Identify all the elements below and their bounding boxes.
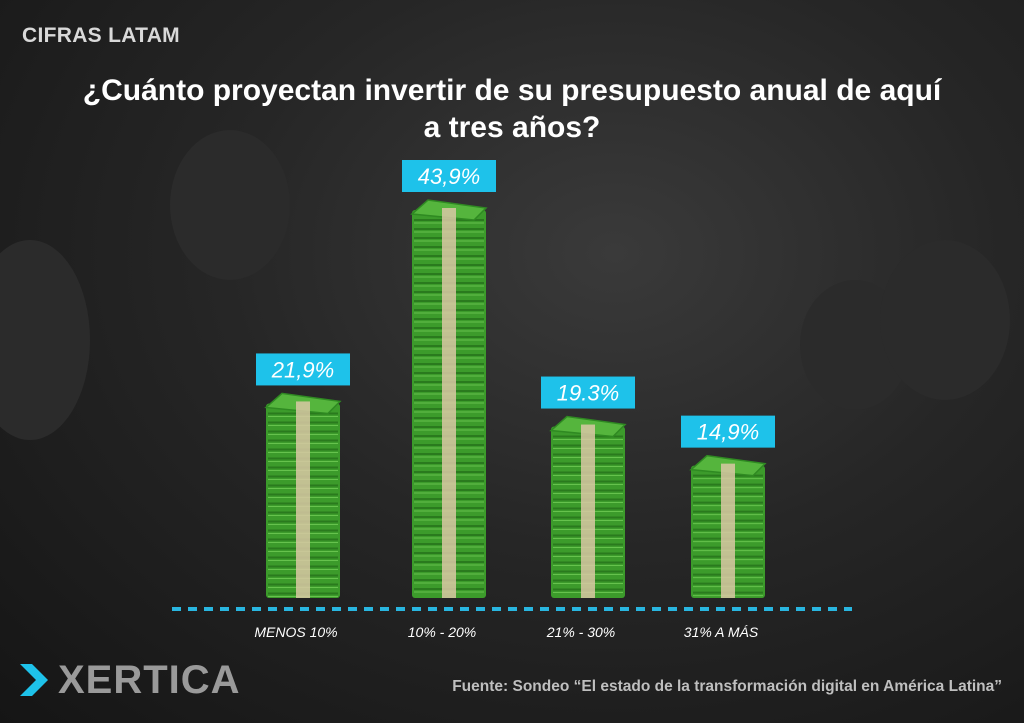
- category-label: 10% - 20%: [408, 624, 476, 640]
- value-label: 19.3%: [557, 381, 619, 406]
- category-label: 31% A MÁS: [684, 624, 759, 640]
- source-note: Fuente: Sondeo “El estado de la transfor…: [452, 678, 1002, 695]
- bar-money-stack: [689, 454, 767, 598]
- value-label-box: [256, 353, 350, 386]
- value-label-box: [681, 415, 775, 448]
- background-person-silhouette: [170, 130, 290, 280]
- brand-name: XERTICA: [58, 658, 241, 702]
- value-label: 21,9%: [271, 357, 334, 382]
- bar-money-stack: [549, 415, 627, 598]
- bar-money-stack: [410, 199, 488, 598]
- value-label: 43,9%: [418, 164, 480, 189]
- category-label: 21% - 30%: [546, 624, 615, 640]
- background-person-silhouette: [880, 240, 1010, 400]
- value-label-box: [402, 160, 496, 192]
- category-label: MENOS 10%: [254, 624, 337, 640]
- value-label-box: [541, 376, 635, 409]
- chart-title: ¿Cuánto proyectan invertir de su presupu…: [82, 74, 942, 144]
- section-label: CIFRAS LATAM: [22, 24, 180, 47]
- chevron-arrow-icon: [20, 664, 48, 696]
- bar-money-stack: [264, 392, 342, 598]
- value-label: 14,9%: [697, 420, 759, 445]
